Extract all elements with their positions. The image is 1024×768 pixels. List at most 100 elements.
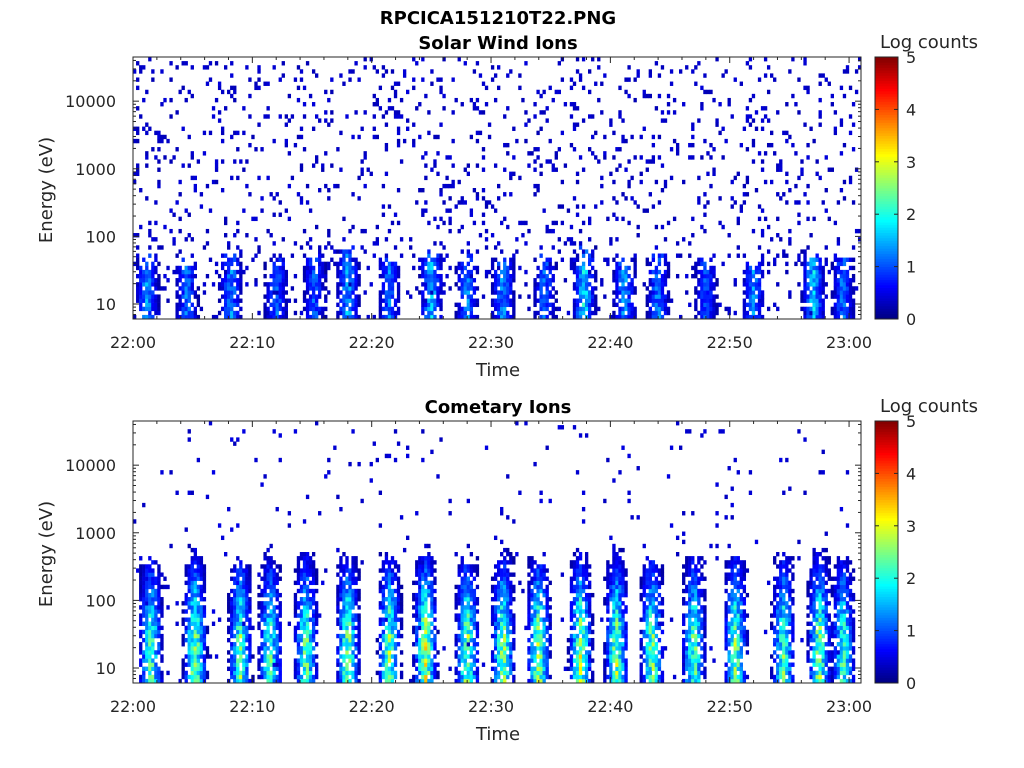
heatmap-cell [427,110,431,115]
heatmap-cell [154,670,158,676]
heatmap-cell [236,609,240,614]
heatmap-cell [175,294,179,299]
heatmap-cell [151,601,155,606]
heatmap-cell [224,65,228,70]
heatmap-cell [227,629,231,635]
heatmap-cell [651,286,656,291]
heatmap-cell [842,294,847,299]
heatmap-cell [160,642,164,647]
heatmap-cell [418,290,422,295]
heatmap-cell [490,298,495,303]
heatmap-cell [551,294,555,299]
heatmap-cell [845,306,850,312]
heatmap-cell [503,216,507,222]
heatmap-cell [354,617,358,622]
heatmap-cell [275,506,279,512]
heatmap-cell [754,306,759,312]
heatmap-cell [836,298,841,303]
heatmap-cell [418,568,422,573]
heatmap-cell [663,183,668,189]
heatmap-cell [315,617,319,622]
heatmap-cell [133,179,137,185]
heatmap-cell [788,228,792,234]
heatmap-cell [390,609,395,614]
heatmap-cell [421,654,425,659]
heatmap-cell [436,670,440,676]
heatmap-cell [151,613,155,618]
heatmap-cell [318,511,322,516]
heatmap-cell [299,678,304,684]
heatmap-cell [493,633,498,639]
heatmap-cell [233,609,237,614]
heatmap-cell [230,613,234,618]
heatmap-cell [584,294,589,299]
heatmap-cell [527,151,531,156]
heatmap-cell [239,601,243,606]
heatmap-cell [430,564,434,569]
heatmap-cell [378,302,383,308]
heatmap-cell [148,286,152,291]
heatmap-cell [818,290,822,295]
heatmap-cell [554,167,558,172]
heatmap-cell [190,564,194,569]
heatmap-cell [493,629,498,635]
heatmap-cell [196,662,201,667]
heatmap-cell [193,666,197,672]
heatmap-cell [433,278,437,283]
heatmap-cell [651,269,656,275]
heatmap-cell [818,175,822,181]
heatmap-cell [424,662,428,667]
heatmap-cell [624,278,628,283]
heatmap-cell [475,192,480,197]
heatmap-cell [427,286,431,291]
heatmap-cell [706,200,710,205]
heatmap-cell [269,290,273,295]
heatmap-cell [669,147,674,152]
heatmap-cell [254,278,258,283]
heatmap-cell [296,642,301,647]
heatmap-cell [302,670,307,676]
heatmap-cell [648,69,652,74]
heatmap-cell [700,302,704,308]
heatmap-cell [305,572,310,577]
heatmap-cell [227,261,231,267]
heatmap-cell [269,560,273,565]
heatmap-cell [184,278,188,283]
heatmap-cell [296,560,301,565]
heatmap-cell [463,658,467,663]
heatmap-cell [475,597,480,602]
heatmap-cell [275,650,279,655]
heatmap-cell [818,73,822,78]
heatmap-cell [763,114,768,119]
heatmap-cell [697,282,701,287]
heatmap-cell [551,265,555,271]
heatmap-cell [651,204,656,209]
heatmap-cell [424,163,428,168]
heatmap-cell [791,57,795,62]
heatmap-cell [548,261,552,267]
heatmap-cell [460,625,464,631]
heatmap-cell [393,670,398,676]
heatmap-cell [327,290,331,295]
heatmap-cell [296,621,301,626]
heatmap-cell [305,314,310,320]
heatmap-cell [311,564,316,569]
heatmap-cell [454,617,458,622]
heatmap-cell [233,310,237,316]
heatmap-cell [239,625,243,631]
heatmap-cell [421,429,425,434]
heatmap-cell [145,646,149,651]
heatmap-cell [803,265,807,271]
colorbar-segment [875,83,898,87]
heatmap-cell [445,175,449,181]
heatmap-cell [615,147,619,152]
heatmap-cell [512,314,516,320]
heatmap-cell [779,167,783,172]
heatmap-cell [345,580,349,586]
heatmap-cell [378,678,383,684]
heatmap-cell [536,298,540,303]
heatmap-cell [381,601,386,606]
heatmap-cell [354,601,358,606]
heatmap-cell [803,294,807,299]
heatmap-cell [248,93,252,99]
